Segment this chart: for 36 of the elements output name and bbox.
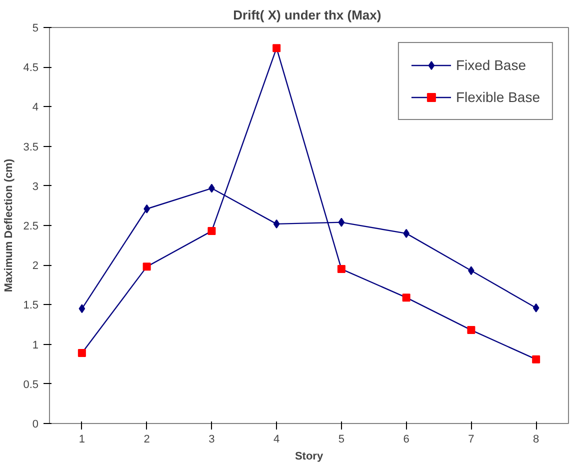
x-tick-label: 6 [403, 434, 410, 446]
x-tick-label: 7 [468, 434, 474, 446]
point [532, 303, 540, 312]
y-tick-label: 4.5 [23, 62, 39, 74]
point [78, 349, 86, 358]
legend-label: Flexible Base [456, 89, 540, 105]
x-tick-label: 5 [338, 434, 345, 446]
point [337, 265, 346, 274]
x-tick-label: 4 [274, 434, 280, 446]
x-tick-label: 8 [533, 434, 540, 446]
y-tick-label: 2 [32, 260, 39, 272]
chart-title: Drift( X) under thx (Max) [233, 8, 382, 22]
point [272, 44, 281, 52]
point [142, 262, 151, 271]
point [402, 294, 410, 302]
y-tick-label: 0 [32, 418, 39, 430]
y-tick-label: 3.5 [23, 141, 39, 154]
point [78, 304, 86, 314]
y-tick-label: 1 [32, 339, 39, 352]
x-tick-label: 3 [208, 434, 215, 446]
legend-label: Fixed Base [456, 57, 526, 73]
y-tick-label: 2.5 [23, 220, 39, 232]
point [273, 219, 280, 228]
y-tick-label: 1.5 [23, 300, 39, 312]
y-axis-title: Maximum Deflection (cm) [3, 158, 16, 292]
point [467, 326, 476, 334]
y-tick-label: 0.5 [23, 378, 39, 391]
point [338, 218, 345, 227]
point [208, 227, 216, 236]
y-tick-label: 4 [32, 102, 39, 114]
x-axis-title: Story [294, 450, 324, 462]
y-tick-label: 5 [32, 22, 39, 34]
x-tick-label: 2 [144, 434, 150, 446]
point [532, 355, 540, 364]
x-tick-label: 1 [78, 434, 86, 446]
y-tick-label: 3 [32, 180, 39, 193]
